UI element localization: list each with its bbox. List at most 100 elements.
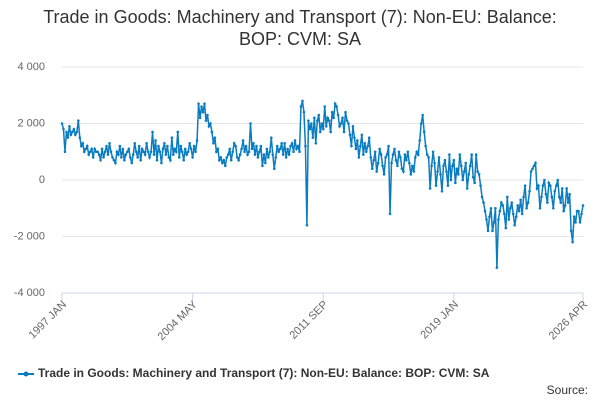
data-point [376,161,380,165]
data-point [289,144,292,148]
data-point [109,150,113,154]
data-point [547,181,551,185]
data-point [84,147,88,151]
data-point [370,167,374,170]
data-point [250,147,254,151]
data-point [473,181,476,185]
data-point [415,150,419,154]
data-point [210,130,214,134]
data-point [213,136,217,139]
data-point [556,178,560,182]
data-point [566,201,570,204]
data-point [396,164,399,168]
data-point [226,153,230,156]
data-point [367,136,371,139]
data-point [543,178,546,182]
data-point [384,156,387,159]
data-point [301,99,304,103]
data-point [204,119,208,122]
data-point [127,147,131,151]
data-point [102,156,105,159]
data-point [74,133,77,137]
data-point [299,105,303,108]
data-point [252,141,255,145]
chart-title: Trade in Goods: Machinery and Transport … [43,7,557,49]
data-point [247,150,251,154]
data-point [485,218,488,221]
data-point [369,156,373,159]
data-point [298,150,301,154]
data-point [357,156,361,159]
data-point [87,153,91,156]
data-point [249,122,252,125]
data-point [532,164,536,168]
data-point [143,153,147,156]
data-point [201,110,205,114]
data-point [449,178,453,182]
data-point [559,201,563,204]
data-point [90,147,93,151]
data-point [158,150,162,154]
data-point [311,136,315,139]
data-point [553,190,557,193]
data-point [302,110,306,114]
data-point [191,156,194,159]
data-point [402,170,405,173]
data-point [578,221,582,224]
data-point [234,144,237,148]
data-point [188,141,191,145]
data-point [465,187,469,190]
data-point [497,218,500,221]
data-point [79,144,83,148]
data-point [209,122,212,125]
data-point [142,150,145,154]
data-point [259,144,263,148]
x-tick-label: 1997 JAN [27,299,70,342]
data-point [391,153,395,156]
data-point [571,240,574,244]
data-point [203,102,206,106]
data-point [262,153,266,156]
data-point [223,164,227,168]
data-point [163,141,166,145]
data-point [123,158,126,162]
data-point [520,212,524,216]
data-point [81,141,85,145]
data-point [503,212,506,216]
data-point [310,122,313,125]
data-point [461,178,465,182]
data-point [174,150,178,154]
data-point [244,144,248,148]
data-point [115,150,119,154]
data-point [511,212,515,216]
data-point [335,105,338,108]
data-point [344,110,347,114]
data-point [287,153,291,156]
data-point [425,153,429,156]
data-point [501,204,505,207]
data-point [157,144,160,148]
data-point [180,150,184,154]
data-point [78,136,82,139]
data-point [117,153,120,156]
data-point [277,150,281,154]
data-point [114,161,117,165]
data-point [403,153,407,156]
source: Source: [547,383,588,397]
data-point [316,119,319,122]
data-point [292,150,295,154]
data-point [281,153,285,156]
data-point [151,130,154,134]
data-point [323,105,327,108]
data-point [198,116,202,120]
data-point [238,153,242,156]
data-point [243,150,246,154]
data-point [240,147,243,151]
data-point [372,158,376,162]
data-point [434,184,438,187]
data-point [66,136,70,139]
data-point [75,130,79,134]
data-point [479,184,482,187]
data-point [549,184,552,187]
data-point [505,195,509,199]
